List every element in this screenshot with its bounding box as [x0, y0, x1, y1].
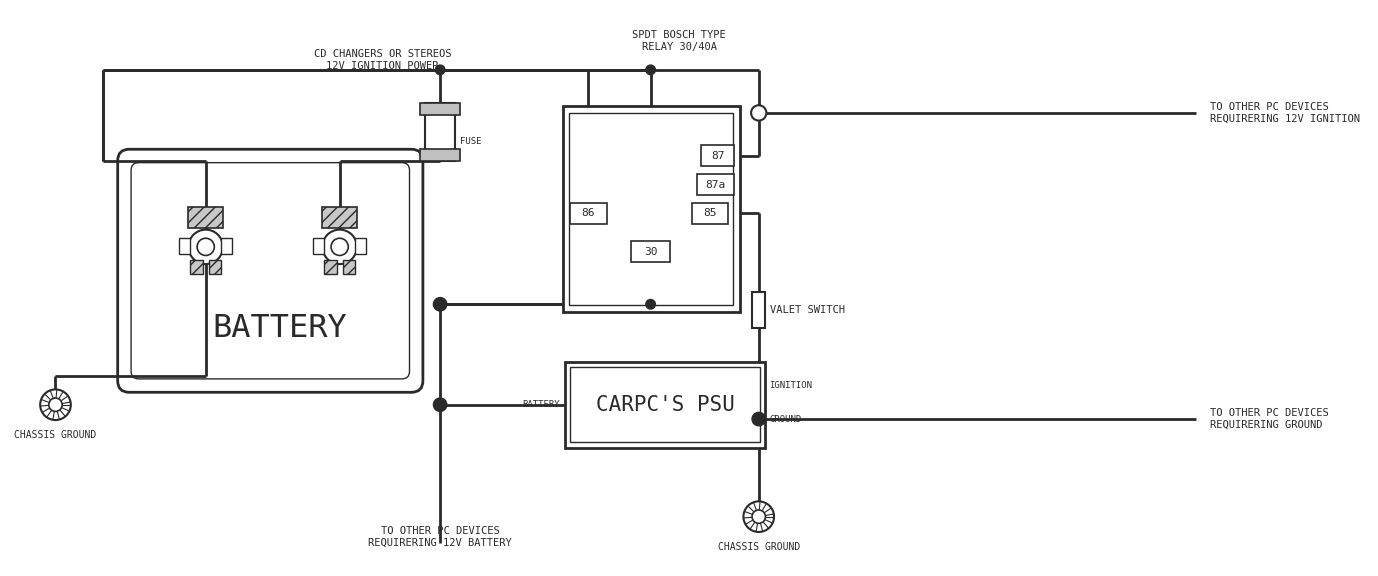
Circle shape: [331, 238, 349, 256]
Bar: [179, 238, 190, 253]
Bar: [356, 238, 367, 253]
Circle shape: [40, 389, 70, 420]
Text: TO OTHER PC DEVICES
REQUIRERING GROUND: TO OTHER PC DEVICES REQUIRERING GROUND: [1210, 408, 1330, 430]
Text: GROUND: GROUND: [769, 415, 802, 423]
Bar: [562, 106, 740, 312]
Bar: [631, 241, 670, 262]
Bar: [324, 260, 336, 274]
Bar: [420, 103, 460, 115]
Bar: [189, 207, 223, 228]
Text: CARPC'S PSU: CARPC'S PSU: [595, 395, 734, 415]
Text: CHASSIS GROUND: CHASSIS GROUND: [718, 541, 799, 552]
FancyBboxPatch shape: [117, 149, 423, 392]
Text: BATTERY: BATTERY: [212, 313, 347, 344]
Bar: [570, 203, 606, 224]
Circle shape: [197, 238, 215, 256]
Bar: [190, 260, 203, 274]
FancyBboxPatch shape: [131, 162, 409, 379]
Text: 86: 86: [582, 209, 595, 218]
Text: VALET SWITCH: VALET SWITCH: [770, 305, 845, 315]
Text: FUSE: FUSE: [460, 137, 482, 146]
Text: BATTERY: BATTERY: [522, 400, 559, 409]
Circle shape: [434, 298, 446, 311]
Circle shape: [646, 65, 656, 75]
Text: TO OTHER PC DEVICES
REQUIRERING 12V IGNITION: TO OTHER PC DEVICES REQUIRERING 12V IGNI…: [1210, 102, 1360, 124]
Text: CHASSIS GROUND: CHASSIS GROUND: [14, 430, 96, 439]
Circle shape: [751, 105, 766, 120]
Text: 85: 85: [703, 209, 717, 218]
Text: CD CHANGERS OR STEREOS
12V IGNITION POWER: CD CHANGERS OR STEREOS 12V IGNITION POWE…: [314, 50, 452, 71]
Bar: [697, 174, 734, 195]
Bar: [692, 203, 728, 224]
Circle shape: [743, 501, 774, 532]
Circle shape: [646, 300, 656, 309]
Bar: [322, 207, 357, 228]
Circle shape: [189, 230, 223, 264]
Text: 87: 87: [711, 151, 725, 161]
Bar: [208, 260, 220, 274]
Bar: [565, 362, 765, 448]
Text: SPDT BOSCH TYPE
RELAY 30/40A: SPDT BOSCH TYPE RELAY 30/40A: [633, 31, 726, 52]
Text: TO OTHER PC DEVICES
REQUIRERING 12V BATTERY: TO OTHER PC DEVICES REQUIRERING 12V BATT…: [368, 526, 513, 548]
Circle shape: [434, 398, 446, 411]
Bar: [752, 292, 765, 328]
Circle shape: [322, 230, 357, 264]
Bar: [313, 238, 324, 253]
Circle shape: [752, 412, 765, 426]
Bar: [420, 149, 460, 161]
Circle shape: [435, 65, 445, 75]
Text: 87a: 87a: [706, 180, 726, 190]
Circle shape: [752, 510, 765, 524]
Bar: [570, 367, 759, 442]
Bar: [343, 260, 356, 274]
Text: 30: 30: [644, 247, 657, 257]
Bar: [220, 238, 233, 253]
Circle shape: [48, 398, 62, 411]
Bar: [424, 103, 456, 161]
Bar: [701, 145, 734, 166]
Bar: [569, 113, 733, 305]
Text: IGNITION: IGNITION: [769, 381, 812, 390]
